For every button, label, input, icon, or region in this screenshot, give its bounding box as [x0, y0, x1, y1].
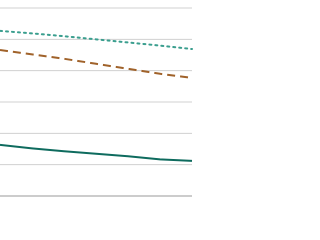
- data-line: [0, 29, 193, 51]
- chart: [0, 7, 193, 197]
- page: (() => { const data = JSON.parse(documen…: [0, 7, 193, 197]
- data-line: [0, 48, 193, 79]
- data-line: [0, 143, 193, 162]
